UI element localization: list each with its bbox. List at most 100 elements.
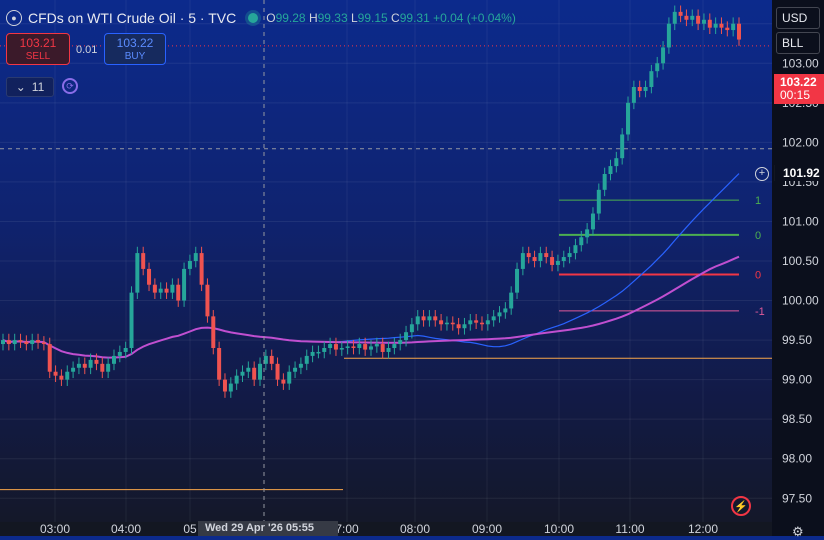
sell-button[interactable]: 103.21 SELL — [6, 33, 70, 65]
candle-body — [579, 237, 584, 246]
candle-body — [71, 367, 76, 372]
candle-body — [608, 166, 613, 174]
candle-body — [275, 363, 280, 380]
oil-drop-icon: ● — [6, 10, 22, 26]
candle-body — [684, 15, 689, 20]
candle-body — [111, 355, 116, 364]
x-tick-label: 11:00 — [615, 522, 644, 536]
candle-body — [567, 253, 572, 258]
candle-body — [1, 340, 5, 345]
candle-body — [631, 87, 636, 103]
x-tick-label: 03:00 — [40, 522, 70, 536]
candle-body — [252, 367, 257, 380]
candle-body — [643, 87, 648, 91]
candle-body — [6, 340, 11, 345]
y-tick-label: 102.00 — [782, 135, 819, 149]
currency-selector[interactable]: USD — [776, 7, 820, 29]
candle-body — [135, 253, 140, 293]
candle-body — [328, 344, 333, 348]
y-tick-label: 98.00 — [782, 452, 812, 466]
candle-body — [707, 19, 712, 28]
add-alert-plus-icon[interactable]: + — [755, 167, 769, 181]
candle-body — [47, 344, 52, 372]
candle-body — [479, 322, 484, 325]
candle-body — [106, 363, 111, 372]
candle-body — [468, 320, 473, 325]
candle-body — [263, 355, 268, 364]
candle-body — [333, 344, 338, 350]
candle-body — [41, 342, 46, 345]
candle-body — [217, 348, 222, 380]
x-tick-label: 7:00 — [335, 522, 359, 536]
candle-body — [433, 316, 438, 321]
gear-icon[interactable]: ⚙ — [792, 524, 804, 539]
current-price-label: 103.22 00:15 — [774, 74, 824, 104]
moving-average-fast — [2, 173, 740, 359]
candle-body — [544, 253, 549, 258]
candle-body — [585, 229, 590, 238]
candle-body — [719, 23, 724, 28]
candle-body — [626, 102, 631, 135]
candle-body — [94, 359, 99, 364]
candle-body — [690, 15, 695, 20]
candle-body — [211, 316, 216, 348]
candle-body — [374, 344, 379, 347]
spread-value: 0.01 — [76, 44, 98, 56]
candle-body — [170, 284, 175, 293]
candle-body — [36, 340, 41, 343]
sell-price: 103.21 — [19, 36, 57, 50]
candle-body — [415, 316, 420, 325]
candle-body — [386, 348, 391, 352]
y-tick-label: 100.50 — [782, 254, 819, 268]
lightning-icon[interactable]: ⚡ — [731, 496, 751, 516]
candle-body — [596, 189, 601, 214]
candle-body — [590, 213, 595, 230]
candle-body — [561, 257, 566, 261]
candle-body — [351, 346, 356, 348]
ohlc-values: O99.28 H99.33 L99.15 C99.31 +0.04 (+0.04… — [266, 11, 516, 25]
crosshair-price-label: 101.92 — [774, 165, 824, 181]
candle-body — [53, 371, 58, 376]
candle-body — [620, 134, 625, 159]
unit-selector[interactable]: BLL — [776, 32, 820, 54]
candle-body — [573, 245, 578, 254]
candle-body — [240, 371, 245, 376]
candle-body — [555, 261, 560, 265]
candle-body — [497, 312, 502, 317]
candle-body — [392, 344, 397, 348]
candle-body — [509, 292, 514, 309]
candle-body — [678, 11, 683, 16]
candle-body — [158, 288, 163, 293]
candle-body — [123, 348, 128, 352]
current-price: 103.22 — [780, 75, 817, 89]
buy-label: BUY — [124, 51, 146, 62]
candle-body — [310, 351, 315, 356]
time-axis[interactable] — [0, 522, 772, 536]
x-tick-label: 12:00 — [688, 522, 718, 536]
candle-body — [287, 371, 292, 384]
candle-body — [369, 346, 373, 350]
candle-body — [269, 355, 274, 364]
candle-body — [152, 284, 157, 293]
candle-body — [30, 340, 35, 345]
y-tick-label: 100.00 — [782, 294, 819, 308]
candle-body — [515, 268, 520, 293]
candle-body — [147, 268, 152, 285]
candle-body — [76, 363, 81, 368]
sync-icon[interactable]: ⟳ — [62, 78, 78, 94]
indicators-toggle[interactable]: ⌄ 11 — [6, 77, 54, 97]
candle-body — [713, 23, 718, 28]
candle-body — [637, 87, 642, 91]
candle-body — [59, 375, 64, 380]
candle-body — [538, 253, 543, 261]
buy-button[interactable]: 103.22 BUY — [104, 33, 166, 65]
symbol-title[interactable]: CFDs on WTI Crude Oil · 5 · TVC — [28, 10, 237, 26]
candle-body — [222, 379, 227, 392]
candle-body — [655, 63, 660, 72]
candle-body — [316, 351, 321, 354]
market-open-icon — [248, 13, 259, 23]
candle-body — [304, 355, 309, 364]
candle-body — [550, 257, 555, 265]
candle-body — [462, 324, 467, 329]
